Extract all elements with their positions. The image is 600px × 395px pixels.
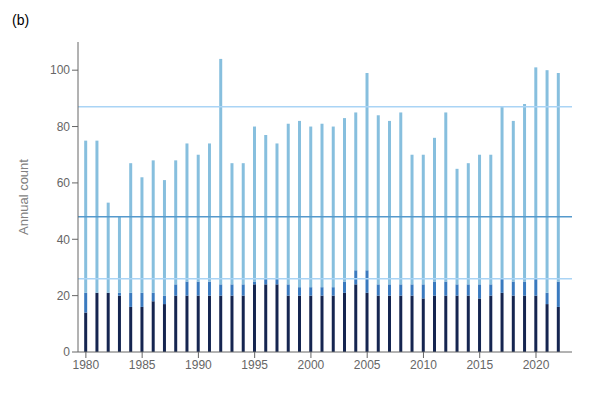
svg-text:2000: 2000	[298, 358, 325, 372]
svg-text:60: 60	[57, 176, 71, 190]
svg-text:2010: 2010	[410, 358, 437, 372]
svg-text:2005: 2005	[354, 358, 381, 372]
svg-text:Annual count: Annual count	[16, 159, 31, 235]
svg-text:1985: 1985	[129, 358, 156, 372]
svg-text:2020: 2020	[523, 358, 550, 372]
html-text:(b): (b)	[12, 12, 30, 28]
svg-text:1990: 1990	[185, 358, 212, 372]
svg-text:40: 40	[57, 233, 71, 247]
svg-text:100: 100	[50, 63, 70, 77]
svg-text:1995: 1995	[241, 358, 268, 372]
svg-text:80: 80	[57, 120, 71, 134]
svg-text:1980: 1980	[73, 358, 100, 372]
svg-text:2015: 2015	[466, 358, 493, 372]
svg-text:0: 0	[63, 345, 70, 359]
svg-text:20: 20	[57, 289, 71, 303]
